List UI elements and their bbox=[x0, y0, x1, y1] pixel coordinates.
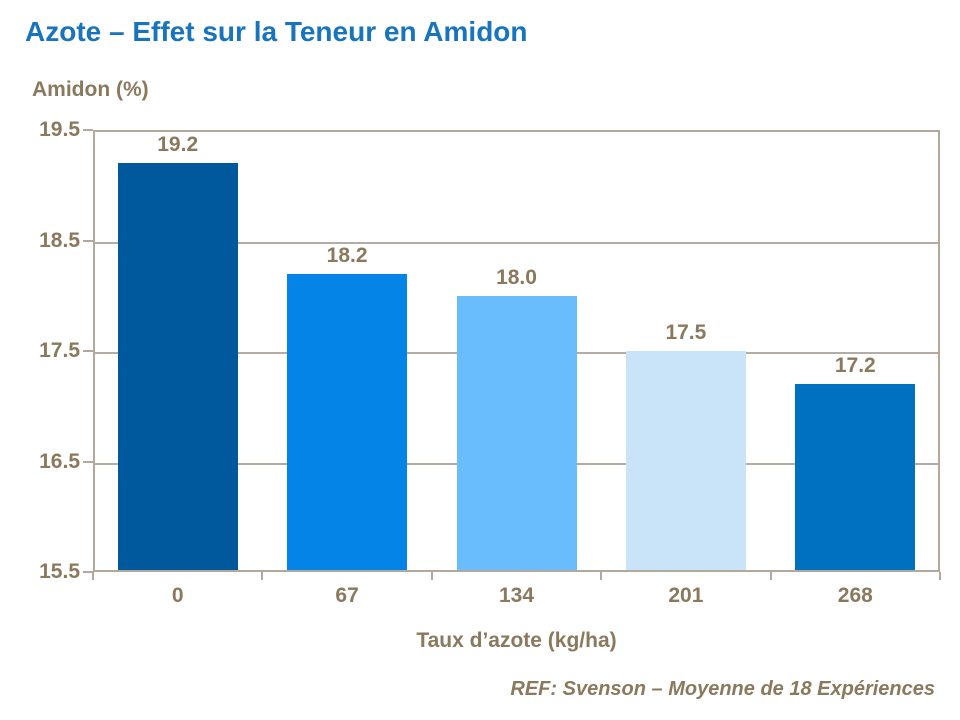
y-tick-mark bbox=[83, 239, 93, 242]
x-tick-mark bbox=[600, 572, 603, 580]
y-tick-label: 17.5 bbox=[39, 339, 80, 362]
x-tick-mark bbox=[939, 572, 941, 580]
y-tick-label: 19.5 bbox=[39, 118, 80, 141]
y-tick-label: 16.5 bbox=[39, 449, 80, 473]
x-tick-mark bbox=[92, 572, 94, 580]
x-tick-mark bbox=[769, 572, 772, 580]
y-tick-mark bbox=[83, 571, 93, 573]
y-tick-label: 15.5 bbox=[39, 560, 80, 583]
x-category-label: 67 bbox=[335, 584, 359, 607]
chart-title: Azote – Effet sur la Teneur en Amidon bbox=[25, 16, 528, 47]
gridline bbox=[95, 241, 938, 244]
x-category-label: 134 bbox=[498, 584, 535, 607]
x-category-label: 0 bbox=[171, 584, 184, 607]
x-category-label: 201 bbox=[668, 584, 704, 607]
y-axis-title: Amidon (%) bbox=[32, 78, 149, 101]
y-tick-mark bbox=[83, 350, 93, 352]
gridline bbox=[95, 462, 938, 465]
x-axis-title: Taux d’azote (kg/ha) bbox=[416, 629, 617, 652]
gridline bbox=[95, 352, 938, 354]
x-tick-mark bbox=[430, 572, 433, 580]
y-tick-label: 18.5 bbox=[39, 228, 80, 252]
plot-area bbox=[93, 130, 940, 572]
reference-note: REF: Svenson – Moyenne de 18 Expériences bbox=[510, 678, 935, 700]
y-tick-mark bbox=[83, 460, 93, 463]
x-tick-mark bbox=[261, 572, 264, 580]
y-tick-mark bbox=[83, 129, 93, 131]
x-category-label: 268 bbox=[837, 584, 873, 607]
